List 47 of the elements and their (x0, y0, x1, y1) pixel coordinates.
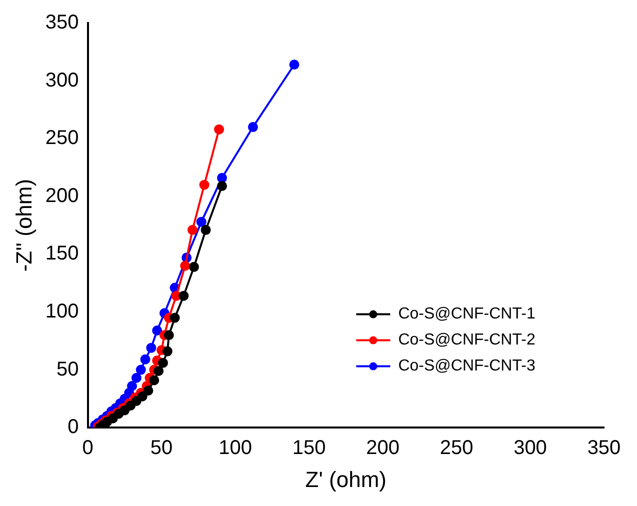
y-tick-label: 0 (68, 416, 79, 438)
point (131, 372, 142, 383)
legend-label: Co-S@CNF-CNT-3 (398, 358, 536, 375)
x-tick-label: 250 (440, 437, 474, 460)
y-axis-title: -Z'' (ohm) (11, 178, 36, 272)
point (170, 312, 180, 323)
x-tick-label: 50 (150, 437, 173, 460)
point (162, 346, 172, 356)
legend-label: Co-S@CNF-CNT-1 (398, 306, 536, 323)
point (158, 358, 168, 368)
point (164, 330, 174, 340)
y-tick-label: 350 (45, 12, 79, 34)
legend-label: Co-S@CNF-CNT-2 (398, 332, 536, 349)
y-tick-label: 150 (45, 242, 79, 265)
point (214, 124, 224, 134)
y-tick-label: 300 (45, 69, 79, 92)
point (127, 380, 138, 391)
x-axis-title: Z' (ohm) (305, 466, 386, 492)
x-tick-label: 200 (366, 437, 400, 460)
point (187, 224, 198, 235)
point (188, 262, 199, 272)
point (199, 180, 210, 190)
point (216, 172, 227, 183)
y-tick-label: 50 (56, 358, 79, 380)
point (140, 354, 150, 364)
point (178, 290, 189, 301)
point (152, 325, 162, 336)
point (289, 60, 300, 70)
point (137, 391, 148, 402)
point (136, 364, 146, 375)
point (154, 366, 164, 376)
point (143, 386, 154, 396)
point (180, 260, 190, 271)
x-tick-label: 150 (292, 437, 326, 460)
point (200, 224, 211, 235)
point (196, 216, 206, 227)
x-tick-label: 350 (587, 437, 621, 460)
point (149, 375, 160, 386)
x-tick-label: 0 (82, 437, 94, 460)
point (216, 180, 227, 191)
y-tick-label: 200 (45, 184, 79, 207)
point (146, 342, 156, 353)
x-tick-label: 100 (218, 437, 252, 460)
point (248, 122, 258, 132)
x-tick-label: 300 (514, 437, 547, 460)
y-tick-label: 100 (45, 300, 79, 323)
y-tick-label: 250 (45, 127, 79, 150)
